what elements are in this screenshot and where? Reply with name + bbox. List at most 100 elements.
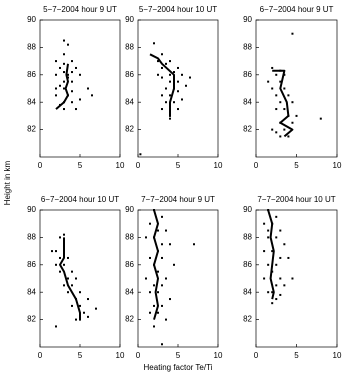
y-tick-label: 82	[243, 125, 252, 134]
point	[275, 131, 278, 134]
point	[153, 42, 155, 45]
point	[169, 73, 171, 76]
profile-line	[149, 53, 175, 116]
y-tick-label: 86	[27, 260, 36, 269]
point	[63, 53, 65, 56]
y-tick-label: 90	[243, 205, 252, 214]
point	[267, 229, 270, 232]
point	[291, 277, 294, 280]
point	[271, 128, 274, 131]
point	[275, 94, 278, 97]
x-tick-label: 0	[38, 161, 43, 170]
point	[75, 277, 77, 280]
point	[287, 256, 290, 259]
point	[173, 71, 175, 74]
point	[169, 243, 171, 246]
y-tick-label: 90	[27, 15, 36, 24]
point	[161, 94, 163, 97]
y-tick-label: 90	[125, 15, 134, 24]
profile-line	[267, 209, 275, 300]
y-tick-label: 90	[27, 205, 36, 214]
point	[79, 98, 81, 101]
point	[91, 94, 93, 97]
point	[63, 108, 65, 111]
point	[287, 94, 290, 97]
x-tick-label: 10	[116, 161, 125, 170]
point	[271, 87, 274, 90]
point	[161, 108, 163, 111]
point	[169, 94, 171, 97]
point	[79, 304, 81, 307]
point	[75, 318, 77, 321]
point	[271, 302, 274, 305]
point	[271, 250, 274, 253]
point	[63, 80, 65, 83]
point	[157, 291, 159, 294]
point	[63, 62, 65, 65]
panel-title: 6−7−2004 hour 10 UT	[41, 195, 119, 204]
point	[165, 101, 167, 104]
point	[71, 304, 73, 307]
y-tick-label: 86	[125, 70, 134, 79]
point	[291, 121, 294, 124]
plot-frame	[255, 19, 338, 158]
point	[283, 87, 286, 90]
point	[161, 343, 163, 346]
y-tick-label: 86	[243, 260, 252, 269]
x-tick-label: 10	[214, 351, 223, 360]
point	[55, 60, 57, 63]
point	[87, 87, 89, 90]
point	[279, 256, 282, 259]
point	[189, 76, 191, 79]
point	[67, 277, 69, 280]
point	[177, 80, 179, 83]
point	[279, 293, 282, 296]
point	[149, 222, 151, 225]
point	[55, 250, 57, 253]
point	[263, 250, 266, 253]
point	[87, 298, 89, 301]
point	[157, 73, 159, 76]
point	[67, 291, 69, 294]
point	[63, 71, 65, 74]
point	[161, 53, 163, 56]
point	[165, 87, 167, 90]
point	[165, 277, 167, 280]
point	[59, 236, 61, 239]
point	[75, 108, 77, 111]
point	[149, 311, 151, 314]
profile-line	[272, 69, 294, 138]
point	[153, 284, 155, 287]
point	[59, 66, 61, 69]
point	[267, 80, 270, 83]
point	[83, 311, 85, 314]
profile-line	[153, 209, 159, 320]
point	[157, 311, 159, 314]
point	[157, 270, 159, 273]
point	[267, 236, 270, 239]
point	[63, 39, 65, 42]
point	[279, 80, 282, 83]
point	[67, 256, 69, 259]
point	[139, 153, 142, 156]
y-tick-label: 88	[243, 43, 252, 52]
point	[75, 66, 77, 69]
y-tick-label: 88	[125, 233, 134, 242]
point	[145, 277, 147, 280]
y-tick-label: 84	[125, 287, 134, 296]
point	[279, 277, 282, 280]
panel-title: 6−7−2004 hour 9 UT	[260, 5, 334, 14]
point	[275, 215, 278, 218]
x-tick-label: 0	[254, 351, 259, 360]
point	[79, 291, 81, 294]
point	[161, 76, 163, 79]
y-tick-label: 82	[243, 315, 252, 324]
x-tick-label: 10	[333, 161, 342, 170]
point	[169, 80, 171, 83]
point	[59, 84, 61, 87]
x-tick-label: 10	[116, 351, 125, 360]
point	[55, 263, 57, 266]
point	[173, 101, 175, 104]
point	[279, 229, 282, 232]
